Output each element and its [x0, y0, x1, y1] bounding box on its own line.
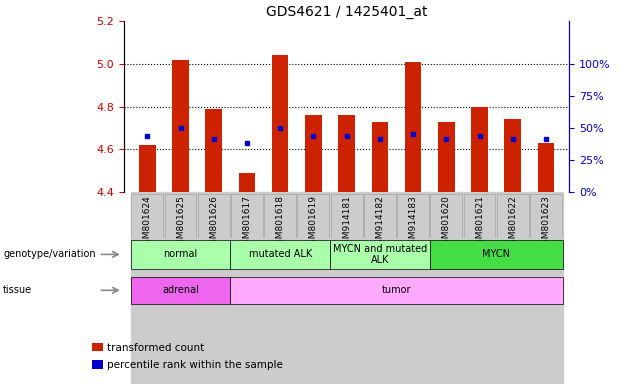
Text: GSM801620: GSM801620 [442, 195, 451, 250]
Text: GSM801622: GSM801622 [508, 195, 517, 250]
Text: GSM801626: GSM801626 [209, 195, 218, 250]
Text: GSM801619: GSM801619 [309, 195, 318, 250]
Bar [298, 194, 329, 238]
Bar [464, 194, 495, 238]
Bar [130, 192, 164, 384]
Bar [230, 192, 263, 384]
Text: GSM801621: GSM801621 [475, 195, 484, 250]
Bar [165, 194, 197, 238]
Bar [330, 192, 363, 384]
Bar [364, 194, 396, 238]
Text: GSM914182: GSM914182 [375, 195, 384, 250]
Bar [197, 192, 230, 384]
Bar [130, 240, 230, 269]
Bar [297, 192, 330, 384]
Text: tissue: tissue [3, 285, 32, 295]
Bar [496, 192, 529, 384]
Bar [305, 115, 322, 192]
Title: GDS4621 / 1425401_at: GDS4621 / 1425401_at [266, 5, 427, 19]
Bar [230, 240, 330, 269]
Bar [139, 145, 156, 192]
Bar [238, 173, 255, 192]
Text: GSM914181: GSM914181 [342, 195, 351, 250]
Text: MYCN and mutated
ALK: MYCN and mutated ALK [333, 243, 427, 265]
Text: GSM801623: GSM801623 [541, 195, 551, 250]
Bar [130, 277, 230, 304]
Bar [371, 121, 388, 192]
Bar [205, 109, 222, 192]
Bar [231, 194, 263, 238]
Bar [230, 277, 563, 304]
Bar [172, 60, 189, 192]
Bar [430, 192, 463, 384]
Text: GSM801624: GSM801624 [142, 195, 152, 250]
Text: genotype/variation: genotype/variation [3, 249, 96, 260]
Text: adrenal: adrenal [162, 285, 199, 295]
Text: GSM914183: GSM914183 [408, 195, 418, 250]
Bar [331, 194, 363, 238]
Bar [92, 360, 103, 369]
Text: percentile rank within the sample: percentile rank within the sample [107, 360, 284, 370]
Bar [164, 192, 197, 384]
Text: MYCN: MYCN [482, 249, 510, 260]
Bar [463, 192, 496, 384]
Text: GSM801617: GSM801617 [242, 195, 251, 250]
Bar [330, 240, 430, 269]
Bar [92, 343, 103, 351]
Text: GSM801618: GSM801618 [275, 195, 285, 250]
Bar [537, 143, 554, 192]
Bar [263, 192, 297, 384]
Bar [504, 119, 521, 192]
Bar [404, 62, 422, 192]
Bar [530, 194, 562, 238]
Text: normal: normal [163, 249, 198, 260]
Bar [397, 194, 429, 238]
Bar [430, 240, 563, 269]
Bar [338, 115, 355, 192]
Bar [272, 55, 289, 192]
Bar [198, 194, 230, 238]
Bar [438, 121, 455, 192]
Bar [471, 107, 488, 192]
Bar [363, 192, 396, 384]
Bar [529, 192, 563, 384]
Text: GSM801625: GSM801625 [176, 195, 185, 250]
Text: mutated ALK: mutated ALK [249, 249, 312, 260]
Bar [131, 194, 163, 238]
Bar [431, 194, 462, 238]
Bar [396, 192, 430, 384]
Bar [497, 194, 529, 238]
Text: transformed count: transformed count [107, 343, 205, 353]
Bar [264, 194, 296, 238]
Text: tumor: tumor [382, 285, 411, 295]
